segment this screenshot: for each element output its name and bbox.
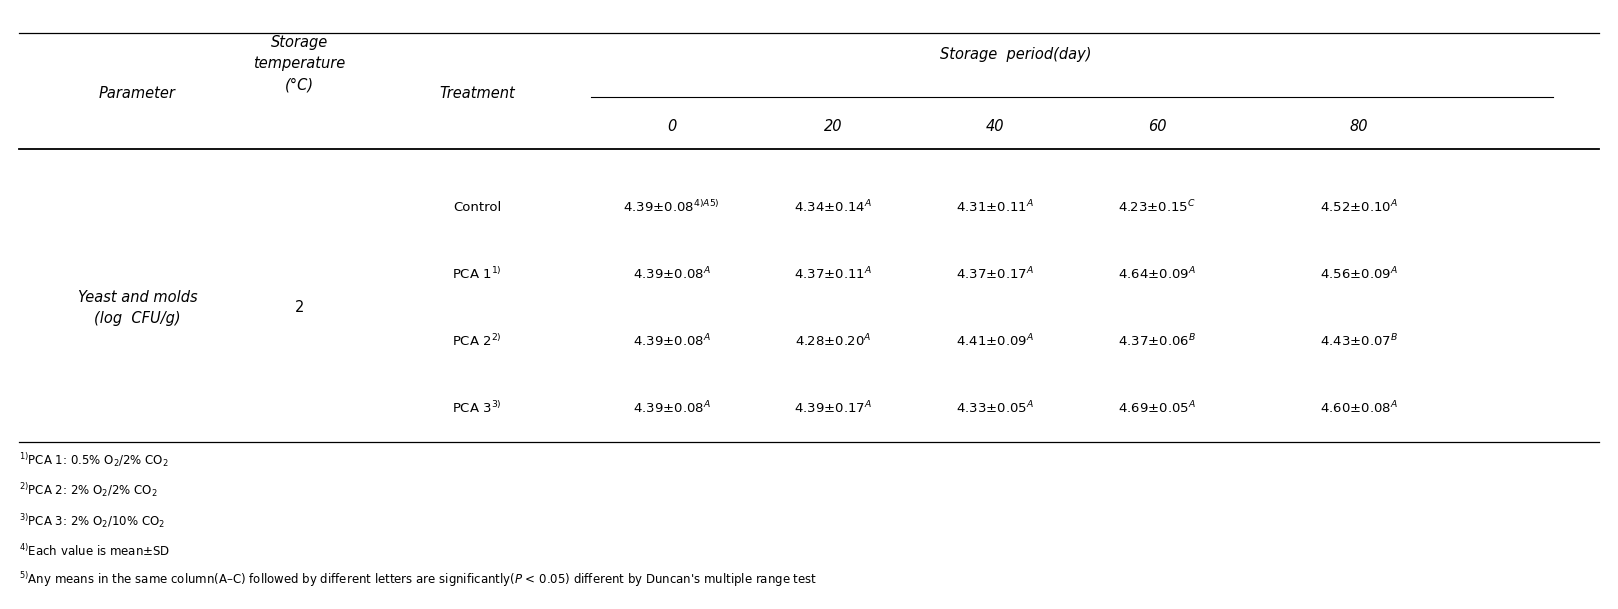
Text: 4.56±0.09$^{A}$: 4.56±0.09$^{A}$ [1320,266,1398,283]
Text: 4.39±0.17$^{A}$: 4.39±0.17$^{A}$ [794,400,872,417]
Text: 4.39±0.08$^{A}$: 4.39±0.08$^{A}$ [633,266,710,283]
Text: Storage  period(day): Storage period(day) [940,48,1092,62]
Text: 4.41±0.09$^{A}$: 4.41±0.09$^{A}$ [956,333,1034,350]
Text: 4.64±0.09$^{A}$: 4.64±0.09$^{A}$ [1118,266,1196,283]
Text: 4.31±0.11$^{A}$: 4.31±0.11$^{A}$ [956,199,1034,216]
Text: 4.39±0.08$^{4)A5)}$: 4.39±0.08$^{4)A5)}$ [623,199,720,215]
Text: 4.28±0.20$^{A}$: 4.28±0.20$^{A}$ [794,333,872,350]
Text: Parameter: Parameter [99,86,176,101]
Text: 4.37±0.06$^{B}$: 4.37±0.06$^{B}$ [1118,333,1196,350]
Text: 4.23±0.15$^{C}$: 4.23±0.15$^{C}$ [1118,199,1196,216]
Text: 4.52±0.10$^{A}$: 4.52±0.10$^{A}$ [1320,199,1398,216]
Text: 4.37±0.11$^{A}$: 4.37±0.11$^{A}$ [794,266,872,283]
Text: $^{4)}$Each value is mean±SD: $^{4)}$Each value is mean±SD [19,543,170,559]
Text: 4.69±0.05$^{A}$: 4.69±0.05$^{A}$ [1118,400,1196,417]
Text: $^{2)}$PCA 2: 2% O$_2$/2% CO$_2$: $^{2)}$PCA 2: 2% O$_2$/2% CO$_2$ [19,481,159,499]
Text: 4.39±0.08$^{A}$: 4.39±0.08$^{A}$ [633,400,710,417]
Text: 4.39±0.08$^{A}$: 4.39±0.08$^{A}$ [633,333,710,350]
Text: $^{5)}$Any means in the same column(A–C) followed by different letters are signi: $^{5)}$Any means in the same column(A–C)… [19,570,817,590]
Text: Storage
temperature
(°C): Storage temperature (°C) [252,35,346,93]
Text: 4.34±0.14$^{A}$: 4.34±0.14$^{A}$ [794,199,872,216]
Text: 4.43±0.07$^{B}$: 4.43±0.07$^{B}$ [1320,333,1398,350]
Text: 40: 40 [985,119,1005,133]
Text: 0: 0 [667,119,676,133]
Text: PCA 2$^{2)}$: PCA 2$^{2)}$ [453,333,502,349]
Text: $^{1)}$PCA 1: 0.5% O$_2$/2% CO$_2$: $^{1)}$PCA 1: 0.5% O$_2$/2% CO$_2$ [19,451,168,469]
Text: 4.33±0.05$^{A}$: 4.33±0.05$^{A}$ [956,400,1034,417]
Text: PCA 3$^{3)}$: PCA 3$^{3)}$ [453,400,502,416]
Text: 2: 2 [294,300,304,315]
Text: $^{3)}$PCA 3: 2% O$_2$/10% CO$_2$: $^{3)}$PCA 3: 2% O$_2$/10% CO$_2$ [19,512,165,530]
Text: 80: 80 [1349,119,1369,133]
Text: PCA 1$^{1)}$: PCA 1$^{1)}$ [453,266,502,282]
Text: Control: Control [453,200,502,214]
Text: 20: 20 [824,119,843,133]
Text: Treatment: Treatment [440,86,515,101]
Text: Yeast and molds
(log  CFU/g): Yeast and molds (log CFU/g) [78,289,197,326]
Text: 60: 60 [1147,119,1167,133]
Text: 4.37±0.17$^{A}$: 4.37±0.17$^{A}$ [956,266,1034,283]
Text: 4.60±0.08$^{A}$: 4.60±0.08$^{A}$ [1320,400,1398,417]
